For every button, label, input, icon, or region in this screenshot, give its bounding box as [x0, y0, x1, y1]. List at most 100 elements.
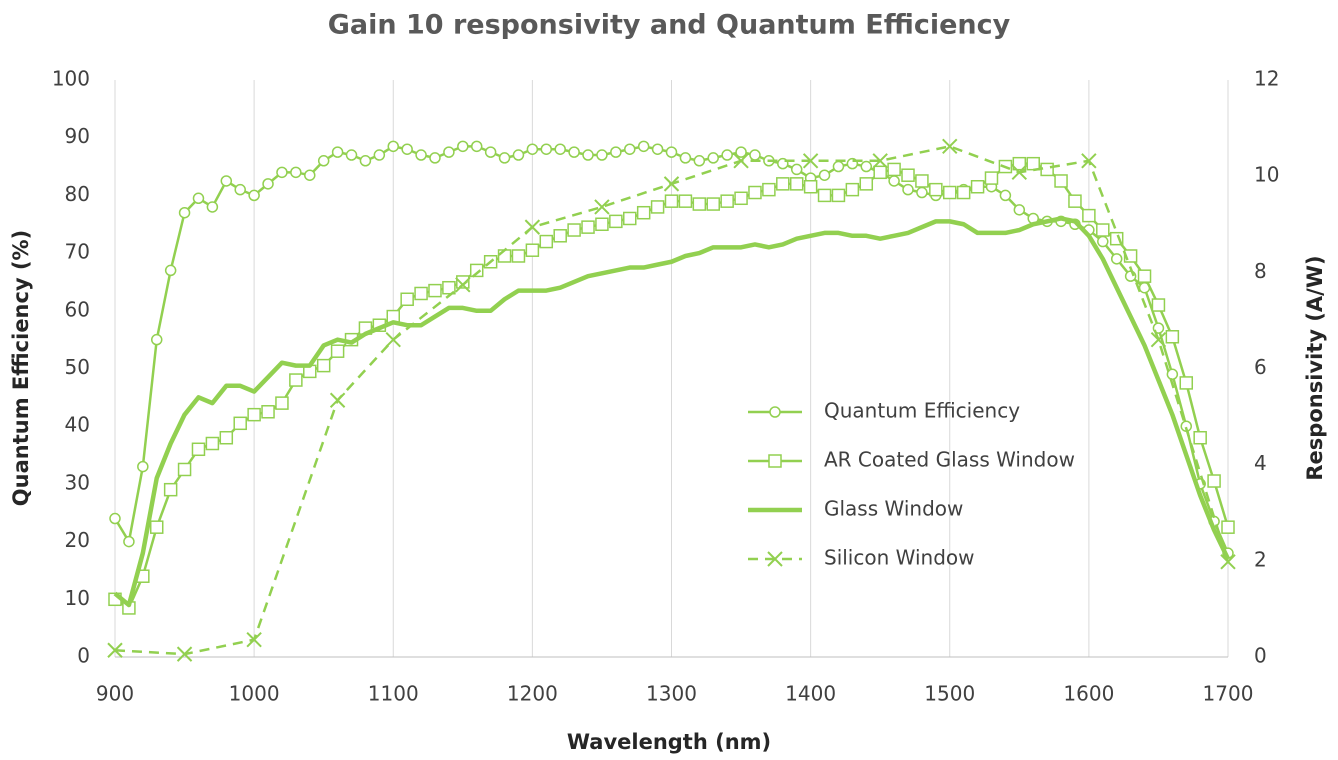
- marker: [1166, 368, 1179, 381]
- marker: [610, 146, 622, 158]
- marker: [581, 220, 595, 234]
- marker: [206, 201, 219, 213]
- marker: [776, 177, 790, 191]
- marker: [554, 143, 566, 155]
- marker: [721, 149, 733, 161]
- marker: [817, 188, 832, 203]
- marker: [469, 263, 484, 278]
- marker: [679, 152, 692, 164]
- y-tick-label: 20: [65, 528, 90, 552]
- marker: [512, 149, 525, 161]
- marker: [901, 168, 915, 182]
- marker: [624, 143, 636, 155]
- y-tick-label: 80: [65, 182, 90, 206]
- marker: [832, 160, 845, 173]
- marker: [553, 229, 567, 243]
- marker: [498, 152, 511, 164]
- marker: [149, 520, 164, 534]
- x-tick-label: 1100: [368, 682, 419, 706]
- x-tick-label: 1500: [924, 682, 975, 706]
- marker: [455, 277, 471, 293]
- marker: [596, 149, 608, 161]
- y-tick-label: 70: [65, 240, 90, 264]
- marker: [511, 249, 526, 263]
- marker: [484, 146, 497, 158]
- legend-label: AR Coated Glass Window: [824, 448, 1075, 472]
- marker: [665, 146, 678, 158]
- marker: [1081, 153, 1097, 169]
- y2-tick-label: 12: [1254, 67, 1279, 91]
- marker: [276, 166, 288, 179]
- x-tick-label: 1400: [785, 682, 836, 706]
- marker: [387, 140, 399, 153]
- marker: [749, 149, 761, 161]
- marker: [970, 179, 985, 194]
- marker: [414, 286, 428, 301]
- x-tick-label: 1200: [507, 682, 558, 706]
- y-tick-label: 30: [65, 470, 90, 494]
- y-tick-label: 10: [65, 586, 90, 610]
- marker: [191, 442, 206, 457]
- marker: [192, 192, 205, 205]
- marker: [845, 182, 860, 197]
- marker: [956, 185, 971, 200]
- marker: [888, 175, 900, 187]
- y2-axis-label: Responsivity (A/W): [1303, 255, 1327, 480]
- marker: [137, 460, 149, 473]
- marker: [734, 191, 748, 206]
- y2-tick-label: 0: [1254, 644, 1267, 668]
- y-tick-label: 90: [65, 124, 90, 148]
- marker: [790, 163, 803, 176]
- y2-tick-label: 2: [1254, 547, 1267, 571]
- marker: [525, 243, 540, 257]
- y2-tick-label: 6: [1254, 355, 1267, 379]
- x-axis-label: Wavelength (nm): [567, 730, 771, 754]
- marker: [733, 153, 749, 169]
- marker: [1082, 208, 1096, 223]
- marker: [1220, 554, 1236, 570]
- marker: [623, 211, 637, 226]
- marker: [373, 149, 386, 161]
- marker: [1026, 156, 1040, 171]
- marker: [582, 149, 594, 161]
- marker: [470, 140, 483, 153]
- marker: [177, 462, 192, 477]
- marker: [107, 642, 123, 658]
- y-axis-label: Quantum Efficiency (%): [9, 230, 33, 506]
- marker: [818, 169, 831, 181]
- marker: [220, 175, 233, 187]
- marker: [219, 430, 234, 445]
- marker: [651, 143, 664, 155]
- y-tick-label: 50: [65, 355, 90, 379]
- y-tick-label: 40: [65, 413, 90, 437]
- marker: [831, 188, 846, 203]
- marker: [1165, 330, 1180, 344]
- marker: [304, 169, 316, 181]
- marker: [123, 535, 135, 548]
- marker: [943, 185, 957, 200]
- marker: [329, 392, 346, 408]
- marker: [345, 149, 358, 161]
- chart-title: Gain 10 responsivity and Quantum Efficie…: [328, 10, 1011, 41]
- marker: [860, 160, 873, 173]
- marker: [415, 149, 427, 161]
- marker: [1110, 253, 1123, 265]
- x-tick-label: 900: [96, 682, 134, 706]
- marker: [1193, 430, 1207, 445]
- marker: [150, 333, 163, 346]
- marker: [316, 358, 331, 373]
- legend-label: Glass Window: [824, 497, 963, 521]
- marker: [178, 206, 191, 219]
- marker: [768, 454, 782, 468]
- marker: [385, 331, 401, 348]
- y-tick-label: 60: [65, 297, 90, 321]
- marker: [802, 153, 819, 169]
- marker: [567, 223, 581, 237]
- marker: [720, 194, 734, 208]
- marker: [1150, 331, 1167, 348]
- marker: [164, 264, 177, 277]
- marker: [663, 176, 680, 192]
- marker: [524, 219, 541, 235]
- marker: [247, 407, 261, 422]
- marker: [1137, 269, 1152, 283]
